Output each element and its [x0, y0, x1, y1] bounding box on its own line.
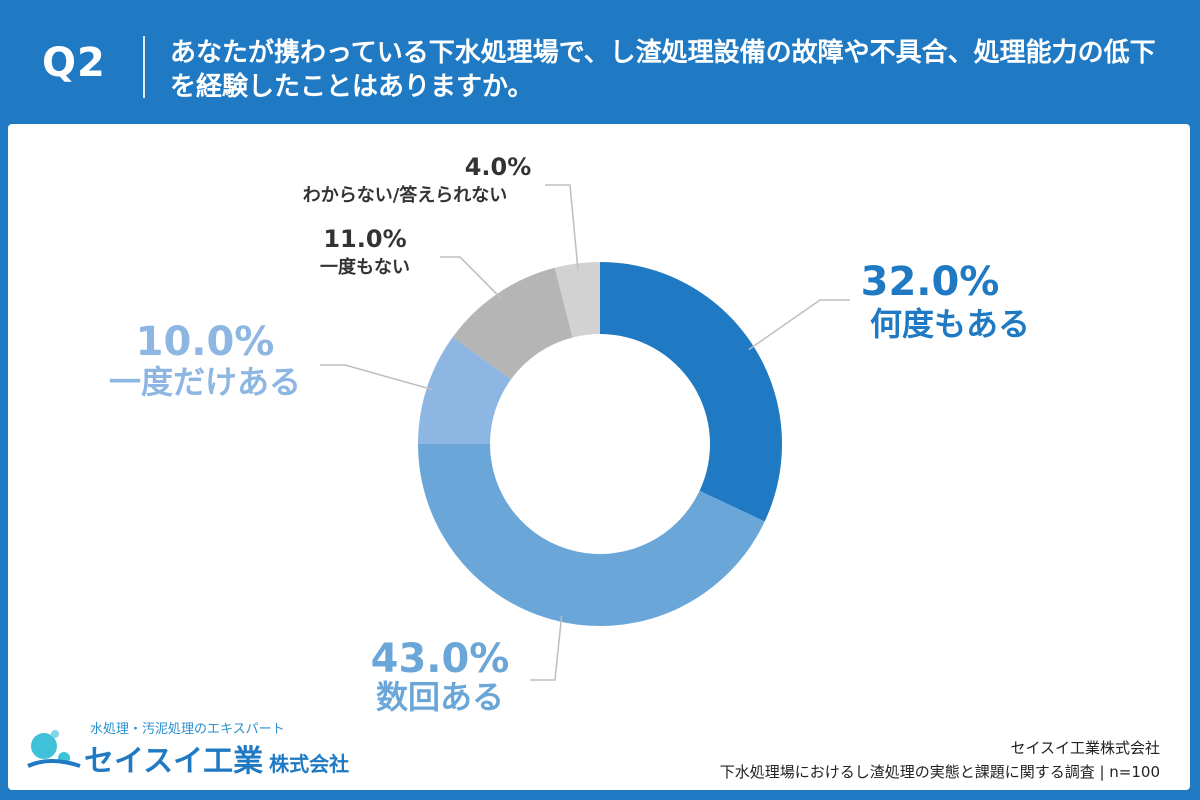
leader-line-0 — [748, 299, 850, 351]
leader-line-1 — [530, 615, 563, 681]
chart-panel — [8, 124, 1190, 790]
logo-mark-icon — [27, 730, 81, 768]
leader-line-2 — [320, 364, 433, 391]
leader-line-3 — [440, 256, 502, 299]
source-credit: セイスイ工業株式会社 下水処理場におけるし渣処理の実態と課題に関する調査 | n… — [720, 736, 1160, 784]
slice-category-label-1: 数回ある — [376, 678, 504, 716]
logo-name: セイスイ工業 株式会社 — [84, 736, 349, 780]
slice-category-label-4: わからない/答えられない — [303, 184, 508, 206]
donut-slice-2 — [418, 337, 512, 444]
logo-tagline: 水処理・汚泥処理のエキスパート — [90, 722, 285, 737]
slice-value-label-0: 32.0% — [861, 259, 1000, 305]
slice-value-label-1: 43.0% — [371, 636, 510, 682]
question-text: あなたが携わっている下水処理場で、し渣処理設備の故障や不具合、処理能力の低下を経… — [170, 38, 1156, 102]
slice-value-label-4: 4.0% — [465, 153, 532, 181]
slice-category-label-3: 一度もない — [320, 256, 410, 278]
leader-line-4 — [545, 184, 579, 270]
header-divider — [143, 36, 145, 98]
logo-name-main: セイスイ工業 — [84, 744, 264, 779]
donut-slice-0 — [600, 262, 782, 522]
donut-slice-3 — [452, 267, 573, 380]
header: Q2 あなたが携わっている下水処理場で、し渣処理設備の故障や不具合、処理能力の低… — [0, 0, 1200, 120]
slice-category-label-2: 一度だけある — [109, 363, 301, 401]
slice-value-label-2: 10.0% — [136, 319, 275, 365]
donut-slice-4 — [554, 262, 600, 338]
slice-value-label-3: 11.0% — [323, 225, 406, 253]
slice-category-label-0: 何度もある — [870, 305, 1030, 343]
logo-name-suffix: 株式会社 — [269, 752, 350, 776]
donut-slice-1 — [418, 444, 765, 627]
credit-survey: 下水処理場におけるし渣処理の実態と課題に関する調査 | n=100 — [719, 763, 1160, 781]
question-number: Q2 — [42, 40, 106, 86]
company-logo: 水処理・汚泥処理のエキスパート セイスイ工業 株式会社 — [20, 716, 360, 782]
credit-company: セイスイ工業株式会社 — [1010, 739, 1160, 757]
